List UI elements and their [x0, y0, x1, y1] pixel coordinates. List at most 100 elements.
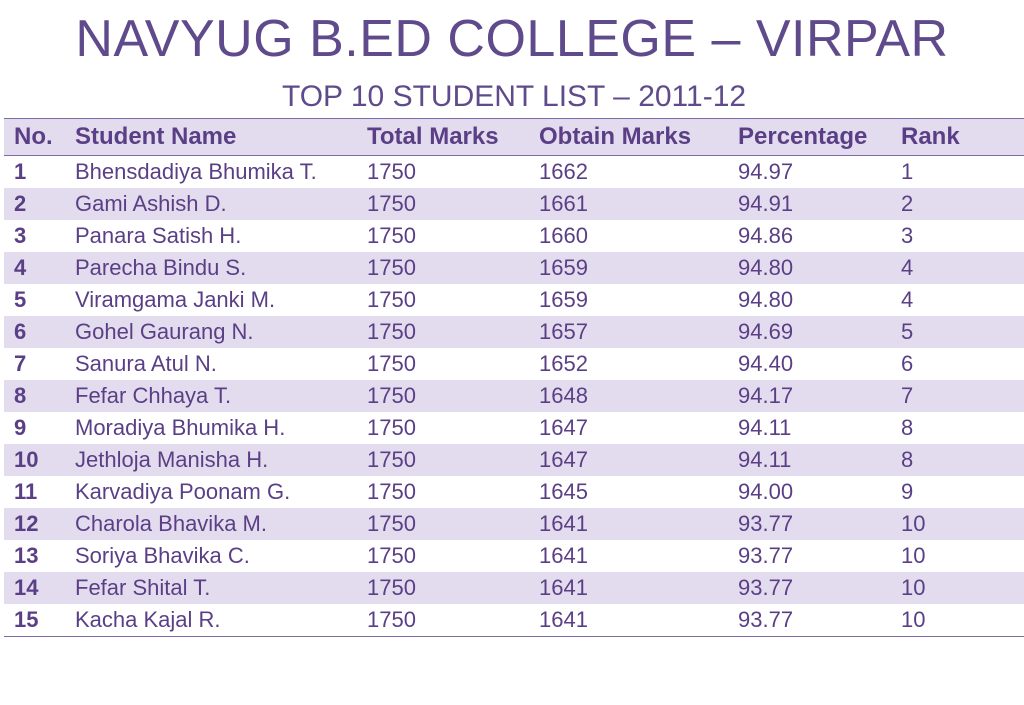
header-percentage: Percentage — [738, 123, 868, 150]
page-subtitle: TOP 10 STUDENT LIST – 2011-12 — [281, 80, 747, 113]
cell-percentage: 93.77 — [738, 511, 794, 536]
cell-student-name: Fefar Shital T. — [75, 575, 211, 600]
cell-no: 2 — [14, 191, 27, 216]
cell-obtain-marks: 1641 — [539, 543, 588, 568]
cell-rank: 4 — [901, 287, 914, 312]
cell-obtain-marks: 1652 — [539, 351, 588, 376]
cell-student-name: Sanura Atul N. — [75, 351, 217, 376]
cell-rank: 10 — [901, 543, 926, 568]
cell-percentage: 94.80 — [738, 255, 794, 280]
cell-no: 7 — [14, 351, 27, 376]
cell-no: 10 — [14, 447, 39, 472]
cell-rank: 9 — [901, 479, 914, 504]
cell-percentage: 94.69 — [738, 319, 794, 344]
table-header-row: No. Student Name Total Marks Obtain Mark… — [4, 119, 1024, 156]
cell-rank: 10 — [901, 607, 926, 632]
page-title: NAVYUG B.ED COLLEGE – VIRPAR — [75, 10, 949, 68]
cell-no: 11 — [14, 479, 38, 504]
cell-no: 9 — [14, 415, 27, 440]
cell-total-marks: 1750 — [367, 607, 416, 632]
table-row: 8 Fefar Chhaya T. 1750 1648 94.17 7 — [4, 380, 1024, 412]
cell-percentage: 94.80 — [738, 287, 794, 312]
cell-obtain-marks: 1660 — [539, 223, 588, 248]
cell-percentage: 93.77 — [738, 543, 794, 568]
cell-no: 3 — [14, 223, 27, 248]
cell-student-name: Fefar Chhaya T. — [75, 383, 232, 408]
cell-total-marks: 1750 — [367, 287, 416, 312]
header-rank: Rank — [901, 123, 960, 150]
cell-student-name: Charola Bhavika M. — [75, 511, 267, 536]
cell-student-name: Panara Satish H. — [75, 223, 242, 248]
table-row: 7 Sanura Atul N. 1750 1652 94.40 6 — [4, 348, 1024, 380]
cell-obtain-marks: 1659 — [539, 287, 588, 312]
cell-rank: 5 — [901, 319, 914, 344]
table-body: 1 Bhensdadiya Bhumika T. 1750 1662 94.97 1 2 Ga… — [4, 156, 1024, 636]
cell-obtain-marks: 1661 — [539, 191, 588, 216]
cell-student-name: Karvadiya Poonam G. — [75, 479, 291, 504]
cell-total-marks: 1750 — [367, 415, 416, 440]
header-no: No. — [14, 123, 53, 150]
cell-student-name: Moradiya Bhumika H. — [75, 415, 286, 440]
cell-total-marks: 1750 — [367, 223, 416, 248]
table-row: 15 Kacha Kajal R. 1750 1641 93.77 10 — [4, 604, 1024, 636]
header-obtain-marks: Obtain Marks — [539, 123, 692, 150]
cell-percentage: 94.97 — [738, 159, 794, 184]
cell-rank: 10 — [901, 511, 926, 536]
cell-obtain-marks: 1645 — [539, 479, 588, 504]
cell-obtain-marks: 1657 — [539, 319, 588, 344]
cell-no: 1 — [14, 159, 27, 184]
cell-percentage: 93.77 — [738, 607, 794, 632]
cell-percentage: 94.00 — [738, 479, 794, 504]
cell-obtain-marks: 1659 — [539, 255, 588, 280]
table-row: 9 Moradiya Bhumika H. 1750 1647 94.11 8 — [4, 412, 1024, 444]
table-row: 11 Karvadiya Poonam G. 1750 1645 94.00 9 — [4, 476, 1024, 508]
table-row: 10 Jethloja Manisha H. 1750 1647 94.11 8 — [4, 444, 1024, 476]
cell-total-marks: 1750 — [367, 351, 416, 376]
cell-obtain-marks: 1641 — [539, 511, 588, 536]
cell-total-marks: 1750 — [367, 511, 416, 536]
header-total-marks: Total Marks — [367, 123, 499, 150]
table-row: 14 Fefar Shital T. 1750 1641 93.77 10 — [4, 572, 1024, 604]
cell-student-name: Bhensdadiya Bhumika T. — [75, 159, 317, 184]
cell-student-name: Soriya Bhavika C. — [75, 543, 250, 568]
cell-rank: 10 — [901, 575, 926, 600]
cell-total-marks: 1750 — [367, 319, 416, 344]
cell-percentage: 94.11 — [738, 447, 792, 472]
cell-total-marks: 1750 — [367, 575, 416, 600]
cell-total-marks: 1750 — [367, 255, 416, 280]
cell-total-marks: 1750 — [367, 191, 416, 216]
cell-no: 15 — [14, 607, 39, 632]
cell-percentage: 94.11 — [738, 415, 792, 440]
table-row: 4 Parecha Bindu S. 1750 1659 94.80 4 — [4, 252, 1024, 284]
table-row: 13 Soriya Bhavika C. 1750 1641 93.77 10 — [4, 540, 1024, 572]
table-row: 6 Gohel Gaurang N. 1750 1657 94.69 5 — [4, 316, 1024, 348]
cell-percentage: 94.40 — [738, 351, 794, 376]
cell-student-name: Parecha Bindu S. — [75, 255, 247, 280]
cell-total-marks: 1750 — [367, 447, 416, 472]
cell-rank: 6 — [901, 351, 914, 376]
cell-percentage: 94.91 — [738, 191, 794, 216]
cell-rank: 4 — [901, 255, 914, 280]
cell-total-marks: 1750 — [367, 159, 416, 184]
cell-rank: 8 — [901, 415, 914, 440]
cell-no: 5 — [14, 287, 27, 312]
cell-obtain-marks: 1647 — [539, 447, 588, 472]
cell-total-marks: 1750 — [367, 479, 416, 504]
cell-rank: 1 — [901, 159, 914, 184]
table-row: 1 Bhensdadiya Bhumika T. 1750 1662 94.97 1 — [4, 156, 1024, 188]
cell-obtain-marks: 1641 — [539, 575, 588, 600]
student-table: No. Student Name Total Marks Obtain Mark… — [4, 118, 1024, 637]
cell-total-marks: 1750 — [367, 543, 416, 568]
table-row: 5 Viramgama Janki M. 1750 1659 94.80 4 — [4, 284, 1024, 316]
cell-obtain-marks: 1647 — [539, 415, 588, 440]
cell-percentage: 93.77 — [738, 575, 794, 600]
cell-student-name: Kacha Kajal R. — [75, 607, 221, 632]
cell-student-name: Viramgama Janki M. — [75, 287, 276, 312]
cell-no: 14 — [14, 575, 39, 600]
cell-student-name: Gami Ashish D. — [75, 191, 227, 216]
cell-total-marks: 1750 — [367, 383, 416, 408]
cell-no: 12 — [14, 511, 39, 536]
cell-rank: 8 — [901, 447, 914, 472]
cell-percentage: 94.17 — [738, 383, 794, 408]
cell-obtain-marks: 1648 — [539, 383, 588, 408]
